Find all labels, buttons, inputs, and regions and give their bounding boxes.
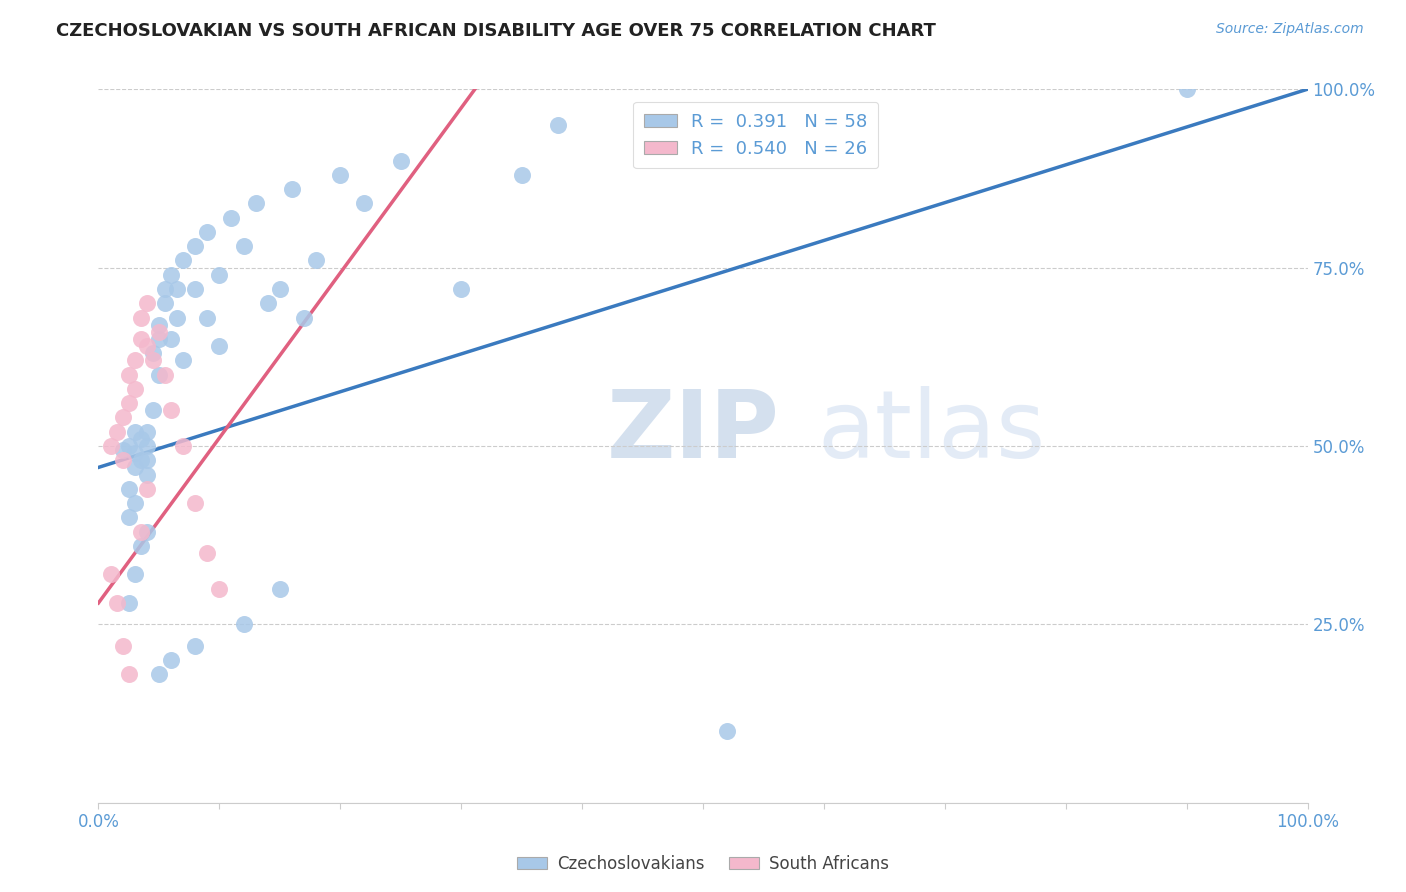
Point	[184, 496, 207, 510]
Text: CZECHOSLOVAKIAN VS SOUTH AFRICAN DISABILITY AGE OVER 75 CORRELATION CHART: CZECHOSLOVAKIAN VS SOUTH AFRICAN DISABIL…	[56, 22, 936, 40]
Point	[221, 211, 243, 225]
Point	[510, 168, 533, 182]
Point	[124, 353, 146, 368]
Point	[195, 310, 218, 325]
Point	[1175, 82, 1198, 96]
Legend: Czechoslovakians, South Africans: Czechoslovakians, South Africans	[510, 848, 896, 880]
Point	[118, 596, 141, 610]
Point	[148, 332, 170, 346]
Point	[208, 582, 231, 596]
Point	[100, 567, 122, 582]
Point	[111, 442, 134, 457]
Point	[353, 196, 375, 211]
Point	[118, 396, 141, 410]
Point	[135, 339, 157, 353]
Point	[148, 368, 170, 382]
Text: atlas: atlas	[818, 385, 1046, 478]
Point	[245, 196, 267, 211]
Point	[148, 318, 170, 332]
Point	[153, 282, 176, 296]
Point	[256, 296, 278, 310]
Point	[118, 510, 141, 524]
Point	[135, 453, 157, 467]
Text: ZIP: ZIP	[606, 385, 779, 478]
Point	[142, 353, 165, 368]
Point	[153, 296, 176, 310]
Point	[269, 282, 291, 296]
Point	[129, 539, 152, 553]
Point	[118, 667, 141, 681]
Point	[184, 639, 207, 653]
Point	[172, 439, 194, 453]
Point	[135, 482, 157, 496]
Point	[281, 182, 304, 196]
Point	[148, 325, 170, 339]
Point	[111, 410, 134, 425]
Point	[208, 339, 231, 353]
Point	[195, 225, 218, 239]
Point	[269, 582, 291, 596]
Point	[142, 346, 165, 360]
Point	[111, 453, 134, 467]
Point	[124, 382, 146, 396]
Point	[148, 667, 170, 681]
Point	[129, 432, 152, 446]
Point	[135, 439, 157, 453]
Point	[232, 239, 254, 253]
Point	[129, 310, 152, 325]
Point	[129, 332, 152, 346]
Point	[135, 425, 157, 439]
Point	[124, 425, 146, 439]
Point	[305, 253, 328, 268]
Point	[105, 596, 128, 610]
Point	[166, 282, 188, 296]
Point	[124, 446, 146, 460]
Point	[124, 460, 146, 475]
Point	[160, 332, 183, 346]
Point	[160, 268, 183, 282]
Point	[129, 453, 152, 467]
Point	[135, 296, 157, 310]
Point	[184, 282, 207, 296]
Point	[208, 268, 231, 282]
Point	[153, 368, 176, 382]
Point	[111, 639, 134, 653]
Point	[450, 282, 472, 296]
Point	[195, 546, 218, 560]
Legend: R =  0.391   N = 58, R =  0.540   N = 26: R = 0.391 N = 58, R = 0.540 N = 26	[634, 102, 879, 169]
Point	[160, 653, 183, 667]
Point	[166, 310, 188, 325]
Point	[118, 482, 141, 496]
Point	[716, 724, 738, 739]
Point	[547, 118, 569, 132]
Point	[389, 153, 412, 168]
Point	[135, 467, 157, 482]
Point	[292, 310, 315, 325]
Point	[142, 403, 165, 417]
Point	[100, 439, 122, 453]
Point	[135, 524, 157, 539]
Text: Source: ZipAtlas.com: Source: ZipAtlas.com	[1216, 22, 1364, 37]
Point	[129, 524, 152, 539]
Point	[184, 239, 207, 253]
Point	[124, 496, 146, 510]
Point	[172, 253, 194, 268]
Point	[160, 403, 183, 417]
Point	[232, 617, 254, 632]
Point	[172, 353, 194, 368]
Point	[118, 368, 141, 382]
Point	[105, 425, 128, 439]
Point	[124, 567, 146, 582]
Point	[329, 168, 352, 182]
Point	[118, 439, 141, 453]
